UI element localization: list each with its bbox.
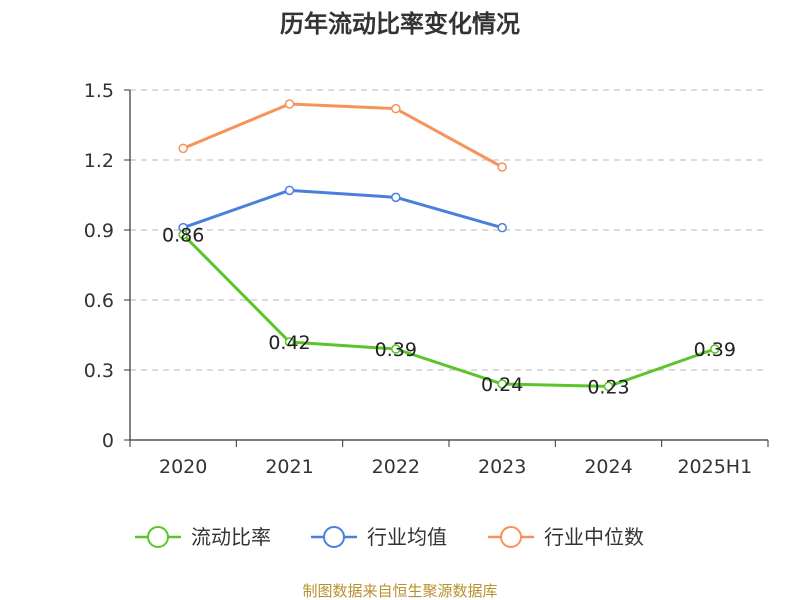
legend-marker — [500, 526, 522, 548]
y-tick-label: 0.6 — [84, 290, 114, 312]
chart-title: 历年流动比率变化情况 — [280, 10, 520, 38]
data-point — [178, 229, 188, 240]
data-label: 0.24 — [481, 374, 523, 396]
data-label: 0.39 — [375, 339, 417, 361]
y-tick-label: 0.9 — [84, 220, 114, 242]
series-line — [182, 188, 503, 230]
legend-label: 流动比率 — [191, 525, 271, 549]
x-tick-label: 2025H1 — [677, 456, 752, 478]
legend-label: 行业中位数 — [544, 525, 644, 549]
axes: 2020 2021 2022 2023 2024 2025H1 — [129, 90, 769, 478]
x-tick-label: 2022 — [372, 456, 420, 478]
data-label: 0.42 — [268, 332, 310, 354]
data-point — [497, 379, 507, 389]
data-label: 0.86 — [162, 225, 204, 247]
legend-label: 行业均值 — [367, 525, 447, 549]
data-labels: 0.86 0.42 0.39 0.24 0.23 0.39 — [162, 225, 736, 399]
x-tick-label: 2024 — [584, 456, 632, 478]
data-point — [391, 103, 401, 114]
y-tick-label: 1.5 — [84, 80, 114, 102]
data-label: 0.39 — [694, 339, 736, 361]
data-point — [497, 162, 507, 172]
series-line — [182, 102, 503, 169]
legend-marker — [323, 526, 345, 548]
grid-lines: 0 0.3 0.6 0.9 1.2 1.5 — [84, 80, 768, 452]
legend-marker — [147, 526, 169, 548]
series-line — [182, 233, 716, 388]
x-tick-label: 2021 — [265, 456, 313, 478]
x-tick-label: 2023 — [478, 456, 526, 478]
data-point — [284, 337, 295, 347]
data-point — [710, 344, 720, 354]
data-point — [391, 344, 401, 354]
x-tick-label: 2020 — [159, 456, 207, 478]
data-point — [178, 143, 188, 154]
y-tick-label: 0.3 — [84, 360, 114, 382]
y-tick-label: 0 — [102, 430, 114, 452]
data-point — [603, 381, 614, 392]
source-note: 制图数据来自恒生聚源数据库 — [302, 582, 497, 600]
y-tick-label: 1.2 — [84, 150, 114, 172]
data-point — [497, 222, 507, 233]
legend: 流动比率 行业均值 行业中位数 — [135, 525, 644, 549]
data-label: 0.23 — [587, 376, 629, 398]
data-point — [284, 99, 295, 109]
series-layer — [178, 99, 720, 392]
data-point — [391, 192, 401, 203]
data-point — [284, 185, 295, 196]
